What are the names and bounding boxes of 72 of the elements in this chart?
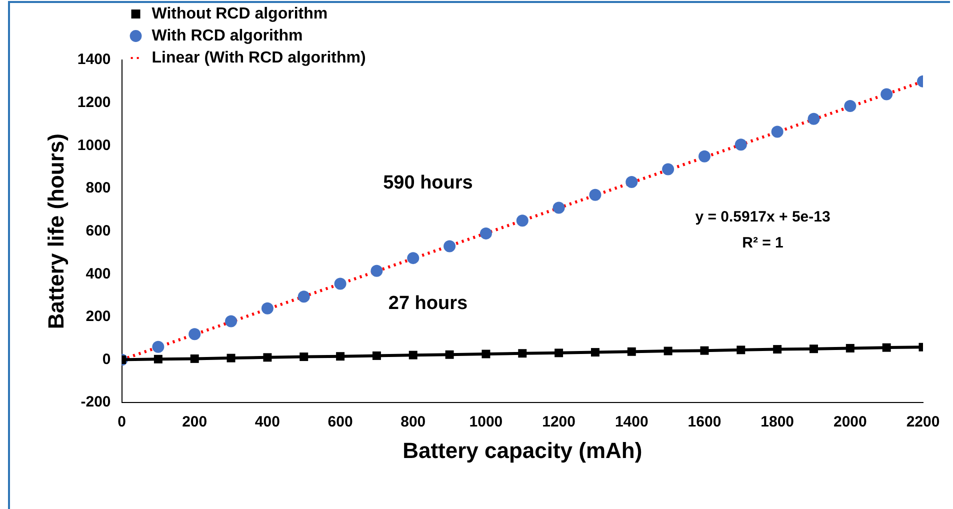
legend-label: Linear (With RCD algorithm): [152, 49, 366, 66]
x-tick-label: 1000: [469, 414, 503, 431]
x-tick-label: 1200: [542, 414, 576, 431]
x-tick-label: 1400: [614, 414, 648, 431]
y-tick-label: 1400: [77, 51, 111, 68]
point: [226, 354, 236, 362]
x-tick-label: 1800: [760, 414, 794, 431]
point: [846, 344, 854, 352]
point: [626, 176, 638, 188]
point: [844, 100, 856, 112]
x-axis-title: Battery capacity (mAh): [402, 438, 642, 463]
point: [190, 354, 199, 363]
x-tick-label: 600: [328, 414, 353, 431]
y-tick-label: 800: [86, 180, 111, 197]
point: [516, 214, 528, 227]
point: [627, 347, 636, 356]
point: [810, 344, 818, 354]
y-tick-label: 400: [86, 265, 111, 282]
point: [698, 150, 710, 162]
point: [880, 88, 893, 100]
y-tick-label: 200: [86, 308, 111, 326]
point: [370, 264, 383, 277]
point: [773, 345, 782, 354]
point: [152, 340, 164, 353]
point: [518, 349, 527, 358]
legend-label: Without RCD algorithm: [152, 5, 328, 22]
point: [444, 240, 456, 252]
x-tick-label: 1600: [688, 414, 722, 431]
point: [336, 352, 345, 361]
point: [300, 352, 308, 362]
point: [482, 350, 490, 358]
annotation: 27 hours: [388, 293, 468, 314]
x-tick-label: 400: [254, 414, 280, 431]
point: [771, 126, 784, 138]
x-tick-label: 800: [400, 414, 426, 431]
point: [589, 188, 602, 201]
point: [882, 343, 891, 352]
point: [808, 112, 820, 125]
x-tick-label: 0: [118, 414, 126, 431]
annotation: 590 hours: [383, 172, 473, 194]
y-axis-title: Battery life (hours): [43, 134, 68, 330]
point: [480, 227, 492, 240]
point: [407, 252, 420, 264]
point: [188, 328, 201, 340]
point: [372, 351, 381, 360]
y-tick-label: 600: [86, 222, 111, 240]
y-tick-label: 0: [102, 350, 111, 368]
y-tick-label: 1000: [77, 136, 111, 154]
point: [298, 290, 310, 303]
annotation: y = 0.5917x + 5e-13: [695, 208, 830, 226]
point: [263, 353, 272, 362]
point: [590, 348, 600, 357]
point: [662, 163, 674, 176]
point: [261, 302, 274, 314]
point: [736, 346, 746, 354]
y-tick-label: 1200: [77, 94, 111, 111]
x-tick-label: 2000: [833, 414, 867, 431]
point: [408, 350, 418, 360]
point: [734, 138, 747, 151]
point: [664, 346, 672, 356]
point: [552, 202, 565, 214]
x-tick-label: 2200: [906, 414, 940, 431]
point: [700, 346, 709, 355]
point: [154, 354, 162, 364]
y-tick-label: -200: [80, 394, 111, 411]
annotation: R² = 1: [742, 234, 784, 252]
point: [334, 278, 346, 290]
x-tick-label: 200: [182, 414, 208, 431]
point: [445, 350, 454, 359]
legend-label: With RCD algorithm: [152, 27, 303, 44]
point: [554, 348, 564, 358]
point: [225, 315, 238, 328]
